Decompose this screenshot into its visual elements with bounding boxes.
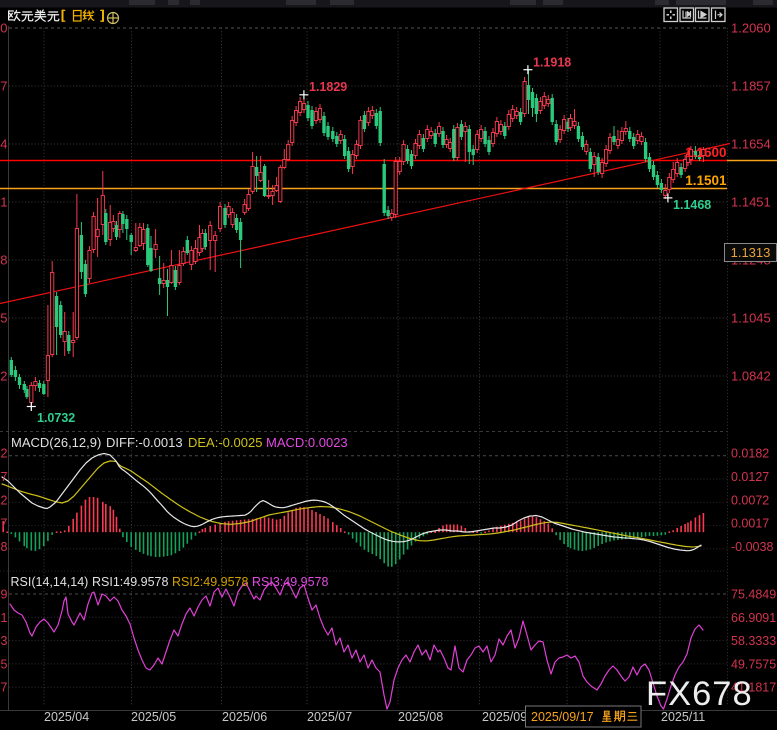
- svg-text:1.1248: 1.1248: [0, 253, 8, 268]
- svg-text:1.1501: 1.1501: [685, 173, 727, 188]
- svg-text:2025/06: 2025/06: [222, 710, 267, 724]
- svg-text:1.0842: 1.0842: [0, 369, 8, 384]
- svg-text:DEA:-0.0025: DEA:-0.0025: [188, 435, 262, 450]
- svg-text:2025/05: 2025/05: [131, 710, 176, 724]
- svg-text:0.0127: 0.0127: [0, 470, 8, 484]
- svg-text:1.1451: 1.1451: [731, 195, 771, 210]
- svg-text:1.1468: 1.1468: [673, 198, 711, 212]
- svg-text:0.0072: 0.0072: [0, 493, 8, 507]
- svg-text:RSI1:49.9578: RSI1:49.9578: [92, 575, 168, 589]
- svg-text:58.3333: 58.3333: [731, 634, 776, 648]
- svg-text:49.7575: 49.7575: [731, 657, 776, 671]
- svg-text:1.1654: 1.1654: [0, 137, 8, 152]
- svg-text:58.3333: 58.3333: [0, 634, 8, 648]
- svg-text:RSI2:49.9578: RSI2:49.9578: [172, 575, 248, 589]
- svg-text:1.1857: 1.1857: [731, 79, 771, 94]
- svg-text:41.1817: 41.1817: [731, 681, 776, 695]
- svg-text:1.0842: 1.0842: [731, 369, 771, 384]
- svg-text:75.4849: 75.4849: [0, 588, 8, 602]
- svg-text:1.1313: 1.1313: [731, 245, 771, 260]
- svg-text:-0.0038: -0.0038: [0, 540, 8, 554]
- svg-text:1.1857: 1.1857: [0, 79, 8, 94]
- svg-text:0.0072: 0.0072: [731, 493, 769, 507]
- svg-text:66.9091: 66.9091: [0, 611, 8, 625]
- svg-text:2025/07: 2025/07: [307, 710, 352, 724]
- svg-text:-0.0038: -0.0038: [731, 540, 773, 554]
- svg-text:1.1045: 1.1045: [731, 311, 771, 326]
- svg-text:0.0017: 0.0017: [0, 517, 8, 531]
- svg-text:0.0182: 0.0182: [0, 447, 8, 461]
- svg-text:2025/09/17: 2025/09/17: [531, 710, 594, 724]
- svg-text:75.4849: 75.4849: [731, 588, 776, 602]
- svg-text:1.1451: 1.1451: [0, 195, 8, 210]
- svg-text:FX678: FX678: [646, 675, 753, 713]
- svg-text:1.2060: 1.2060: [731, 21, 771, 36]
- svg-text:1.1654: 1.1654: [731, 137, 771, 152]
- svg-text:1.1829: 1.1829: [309, 80, 347, 94]
- svg-text:2025/08: 2025/08: [398, 710, 443, 724]
- svg-text:2025/09: 2025/09: [482, 710, 527, 724]
- svg-text:2025/04: 2025/04: [44, 710, 89, 724]
- svg-text:MACD:0.0023: MACD:0.0023: [266, 435, 348, 450]
- svg-text:RSI3:49.9578: RSI3:49.9578: [252, 575, 328, 589]
- svg-text:1.1045: 1.1045: [0, 311, 8, 326]
- svg-text:1.2060: 1.2060: [0, 21, 8, 36]
- svg-text:1.1600: 1.1600: [685, 145, 726, 160]
- svg-text:MACD(26,12,9): MACD(26,12,9): [11, 435, 101, 450]
- svg-text:0.0127: 0.0127: [731, 470, 769, 484]
- svg-text:49.7575: 49.7575: [0, 657, 8, 671]
- svg-text:2025/11: 2025/11: [661, 710, 705, 724]
- svg-text:0.0017: 0.0017: [731, 517, 769, 531]
- svg-text:DIFF:-0.0013: DIFF:-0.0013: [106, 435, 183, 450]
- svg-text:RSI(14,14,14): RSI(14,14,14): [11, 575, 89, 589]
- svg-text:66.9091: 66.9091: [731, 611, 776, 625]
- svg-text:1.0732: 1.0732: [37, 411, 75, 425]
- svg-text:0.0182: 0.0182: [731, 447, 769, 461]
- svg-text:1.1918: 1.1918: [533, 56, 571, 70]
- svg-text:41.1817: 41.1817: [0, 681, 8, 695]
